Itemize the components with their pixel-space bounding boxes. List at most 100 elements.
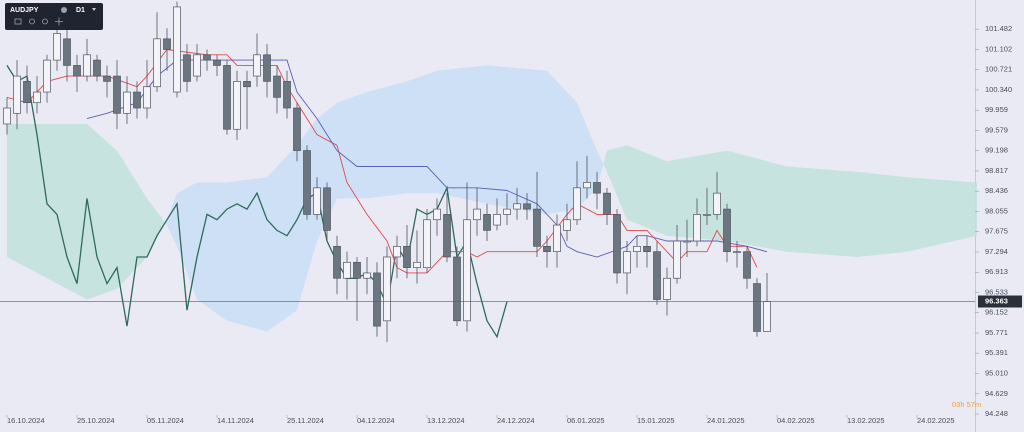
- candle-body: [603, 192, 611, 215]
- cloud-segment: [603, 150, 607, 172]
- chikou-line: [6, 65, 508, 339]
- x-tick-label: 05.11.2024: [147, 416, 184, 425]
- timeframe[interactable]: D1: [76, 7, 85, 14]
- candle-body: [73, 65, 81, 77]
- cloud-segment: [787, 166, 857, 257]
- cloud-segment: [857, 171, 907, 257]
- candle-body: [343, 261, 351, 279]
- y-tick-label: 100.721: [985, 65, 1012, 74]
- candle-body: [313, 187, 321, 215]
- info-icon[interactable]: [61, 7, 67, 13]
- candle-body: [193, 54, 201, 77]
- candle-body: [743, 251, 751, 279]
- y-tick-label: 98.436: [985, 186, 1008, 195]
- candle-body: [653, 251, 661, 300]
- candle-body: [323, 187, 331, 231]
- toolbar[interactable]: [5, 3, 103, 30]
- candle-body: [663, 277, 671, 300]
- axis-layer: 101.482 101.102 100.721 100.340 99.959 99.579…: [0, 24, 1022, 425]
- candle-body: [633, 245, 641, 253]
- candle-body: [153, 38, 161, 88]
- candle-body: [333, 245, 341, 279]
- x-tick-label: 14.11.2024: [217, 416, 254, 425]
- current-price-box: [978, 295, 1022, 308]
- candle-body: [183, 54, 191, 82]
- candle-body: [583, 182, 591, 189]
- candle-body: [63, 38, 71, 66]
- candle-body: [233, 81, 241, 130]
- candle-body: [3, 107, 11, 125]
- candle-body: [693, 214, 701, 242]
- candle-body: [473, 208, 481, 221]
- candle-body: [33, 91, 41, 104]
- y-tick-label: 99.959: [985, 105, 1008, 114]
- cloud-segment: [437, 65, 487, 204]
- cloud-segment: [627, 145, 667, 236]
- candle-body: [553, 224, 561, 253]
- cloud-segment: [177, 182, 197, 300]
- candle-body: [263, 54, 271, 82]
- x-tick-label: 24.12.2024: [497, 416, 535, 425]
- candle-body: [643, 245, 651, 253]
- y-tick-label: 95.771: [985, 328, 1008, 337]
- candle-body: [93, 59, 101, 77]
- cloud-segment: [367, 81, 407, 199]
- candle-countdown: 03h 57m: [952, 400, 981, 409]
- zoom-out-icon[interactable]: [29, 18, 35, 25]
- candle-body: [433, 208, 441, 221]
- symbol[interactable]: AUDJPY: [10, 7, 39, 14]
- candle-body: [303, 150, 311, 215]
- timeframe-dropdown[interactable]: [92, 8, 96, 11]
- candle-body: [733, 251, 741, 254]
- candle-body: [713, 192, 721, 215]
- cloud-layer: [7, 65, 977, 332]
- candle-body: [13, 75, 21, 114]
- candle-body: [253, 54, 261, 77]
- candle-body: [703, 214, 711, 216]
- candle-body: [353, 261, 361, 279]
- cloud-segment: [487, 65, 547, 215]
- x-tick-label: 04.02.2025: [777, 416, 815, 425]
- candle-body: [223, 65, 231, 130]
- candle-body: [133, 91, 141, 109]
- cloud-segment: [227, 177, 267, 332]
- zoom-in-icon[interactable]: [42, 18, 48, 25]
- candle-body: [453, 256, 461, 322]
- tool-icon[interactable]: [14, 18, 22, 25]
- crosshair-icon[interactable]: [55, 17, 63, 26]
- cloud-segment: [167, 193, 177, 247]
- candle-body: [523, 203, 531, 210]
- cloud-segment: [87, 124, 117, 300]
- candle-body: [83, 54, 91, 77]
- y-tick-label: 97.294: [985, 247, 1008, 256]
- candle-body: [23, 81, 31, 104]
- y-tick-label: 96.152: [985, 308, 1008, 317]
- y-tick-label: 98.817: [985, 166, 1008, 175]
- candle-body: [613, 214, 621, 274]
- candle-body: [363, 272, 371, 279]
- x-tick-label: 25.11.2024: [287, 416, 324, 425]
- y-tick-label: 97.675: [985, 227, 1008, 236]
- candle-body: [753, 283, 761, 332]
- y-tick-label: 96.913: [985, 267, 1008, 276]
- candle-layer: [3, 1, 771, 343]
- x-tick-label: 13.02.2025: [847, 416, 885, 425]
- candle-body: [533, 208, 541, 247]
- y-tick-label: 94.629: [985, 389, 1008, 398]
- candle-body: [673, 240, 681, 279]
- y-tick-label: 95.010: [985, 368, 1008, 377]
- candle-body: [403, 245, 411, 268]
- candle-body: [373, 272, 381, 327]
- candle-body: [683, 240, 691, 243]
- candle-body: [203, 54, 211, 61]
- candle-body: [113, 75, 121, 114]
- y-tick-label: 96.533: [985, 287, 1008, 296]
- y-tick-label: 100.340: [985, 85, 1012, 94]
- candle-body: [763, 301, 771, 332]
- candle-body: [53, 33, 61, 61]
- candle-body: [443, 214, 451, 258]
- candle-body: [493, 214, 501, 226]
- candle-body: [483, 214, 491, 231]
- candle-body: [423, 219, 431, 268]
- candle-body: [293, 107, 301, 151]
